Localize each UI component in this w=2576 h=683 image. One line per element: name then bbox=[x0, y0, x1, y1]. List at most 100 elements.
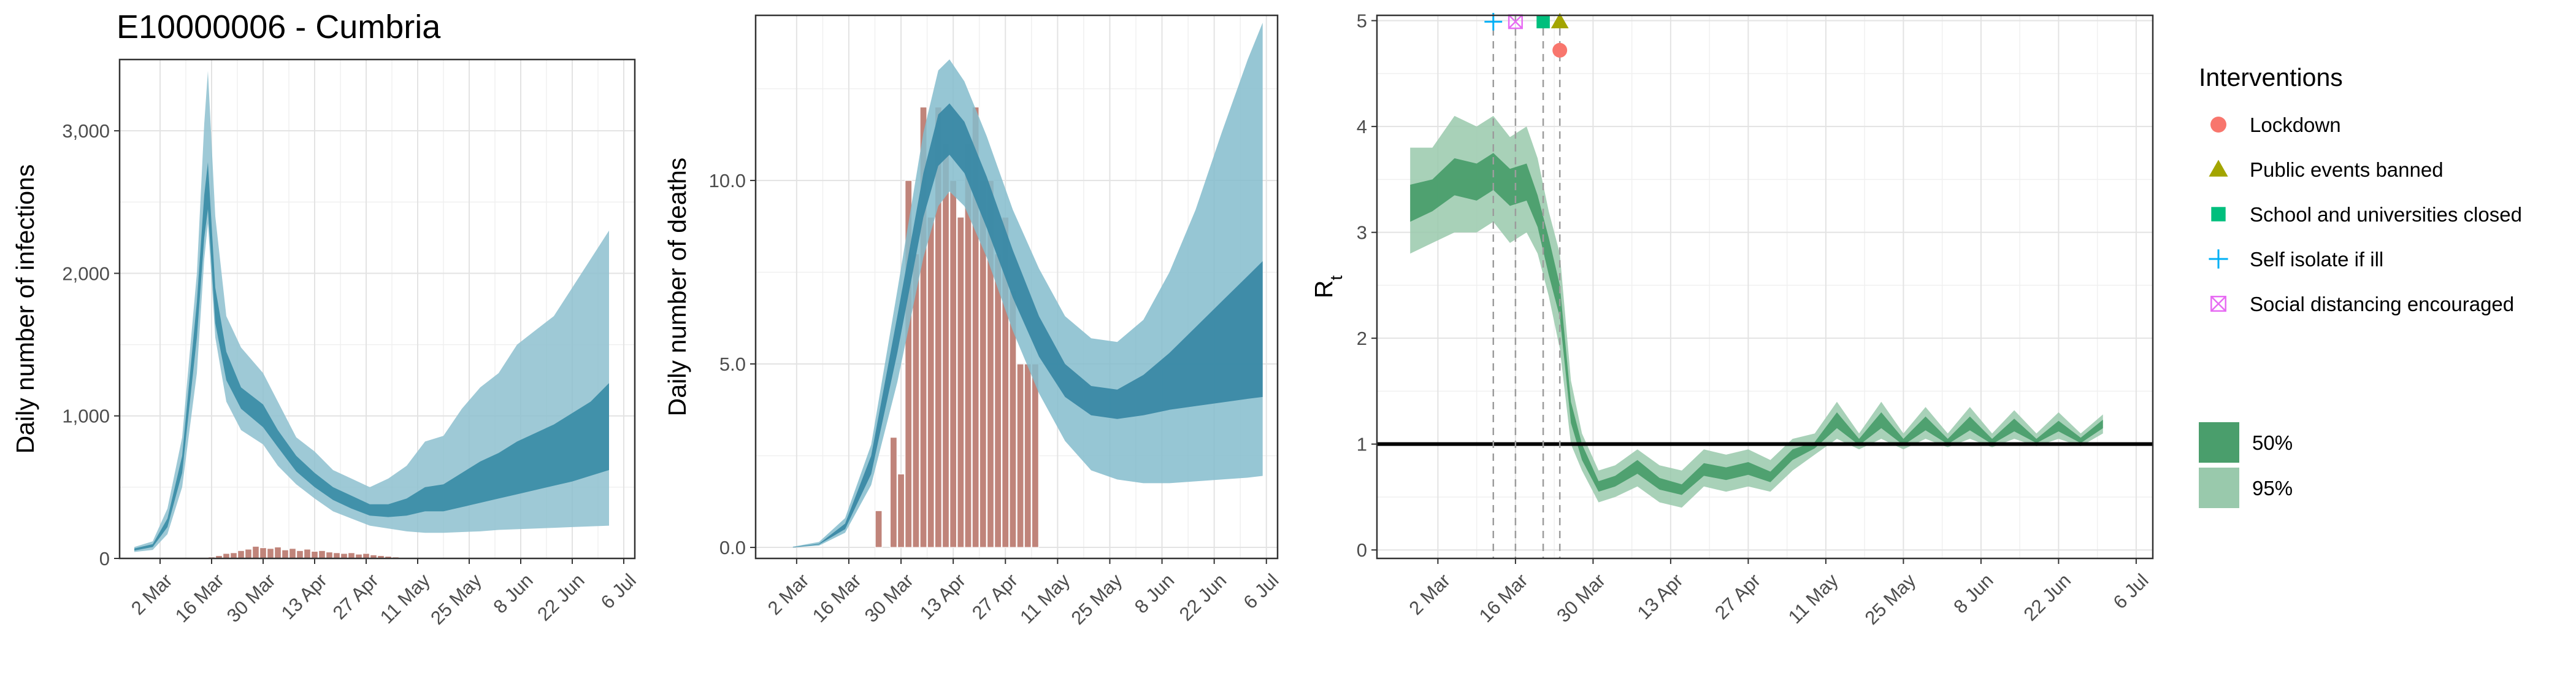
x-tick-label: 13 Apr bbox=[277, 569, 331, 623]
data-bar bbox=[311, 550, 319, 559]
series-band-95pct bbox=[1410, 115, 2103, 508]
data-bar bbox=[941, 143, 950, 548]
y-tick-label: 10.0 bbox=[709, 170, 746, 191]
x-tick-label: 25 May bbox=[426, 569, 486, 629]
data-bar bbox=[927, 217, 935, 548]
x-tick-label: 22 Jun bbox=[533, 569, 589, 625]
y-axis-title: Daily number of deaths bbox=[663, 158, 691, 417]
legend-key-square bbox=[2211, 207, 2226, 222]
x-tick-label: 25 May bbox=[1067, 569, 1127, 629]
x-tick-label: 30 Mar bbox=[1552, 569, 1609, 627]
data-bar bbox=[972, 106, 979, 548]
x-tick-label: 11 May bbox=[376, 569, 434, 628]
data-bar bbox=[282, 549, 289, 559]
data-bar bbox=[1016, 363, 1024, 548]
data-bar bbox=[875, 510, 883, 548]
data-bar bbox=[332, 552, 340, 559]
x-tick-label: 11 May bbox=[1784, 569, 1842, 628]
legend-item-label: Self isolate if ill bbox=[2250, 248, 2383, 271]
y-tick-label: 0 bbox=[99, 548, 110, 569]
y-axis-title: Daily number of infections bbox=[11, 164, 39, 454]
legend-band-swatch bbox=[2199, 468, 2239, 508]
x-tick-label: 16 Mar bbox=[1475, 569, 1532, 627]
x-tick-label: 22 Jun bbox=[2020, 569, 2076, 625]
x-tick-label: 13 Apr bbox=[1633, 569, 1687, 623]
x-tick-label: 2 Mar bbox=[1405, 569, 1454, 619]
data-bar bbox=[318, 550, 326, 559]
legend-key-circle bbox=[2210, 117, 2226, 133]
legend-key-boxx bbox=[2210, 296, 2226, 312]
legend-item-label: Social distancing encouraged bbox=[2250, 293, 2514, 315]
y-tick-label: 5 bbox=[1357, 10, 1367, 32]
y-axis-title-subscript: t bbox=[1327, 276, 1346, 280]
x-tick-label: 2 Mar bbox=[764, 569, 813, 619]
legend-band-swatch bbox=[2199, 422, 2239, 463]
y-tick-label: 3 bbox=[1357, 222, 1367, 244]
legend-band-label: 95% bbox=[2252, 477, 2293, 500]
data-bar bbox=[957, 217, 965, 548]
x-tick-label: 8 Jun bbox=[1130, 569, 1178, 617]
page-title: E10000006 - Cumbria bbox=[117, 9, 441, 45]
data-bar bbox=[905, 180, 913, 548]
data-bar bbox=[267, 548, 275, 559]
panel-border bbox=[1376, 14, 2154, 560]
data-bar bbox=[289, 548, 297, 559]
x-tick-label: 27 Apr bbox=[329, 569, 383, 623]
data-bar bbox=[304, 549, 312, 559]
legend-item-label: Lockdown bbox=[2250, 114, 2341, 136]
y-tick-label: 2 bbox=[1357, 328, 1367, 349]
data-bar bbox=[237, 550, 245, 559]
y-tick-label: 2,000 bbox=[62, 263, 110, 284]
x-tick-label: 25 May bbox=[1861, 569, 1920, 629]
legend-band-label: 50% bbox=[2252, 431, 2293, 454]
intervention-marker bbox=[1551, 12, 1569, 29]
x-tick-label: 6 Jul bbox=[1240, 569, 1283, 613]
y-tick-label: 1,000 bbox=[62, 406, 110, 427]
x-tick-label: 8 Jun bbox=[489, 569, 537, 617]
x-tick-label: 16 Mar bbox=[171, 569, 228, 627]
data-bar bbox=[919, 106, 927, 548]
series-band-50pct bbox=[1410, 153, 2103, 495]
data-bar bbox=[897, 473, 905, 548]
x-tick-label: 27 Apr bbox=[1711, 569, 1765, 623]
data-bar bbox=[252, 546, 260, 559]
data-bar bbox=[230, 552, 238, 559]
data-bar bbox=[259, 547, 267, 559]
intervention-marker bbox=[1552, 42, 1568, 58]
data-bar bbox=[296, 550, 304, 559]
y-tick-label: 3,000 bbox=[62, 120, 110, 142]
y-tick-label: 1 bbox=[1357, 434, 1367, 455]
y-tick-label: 5.0 bbox=[719, 353, 746, 375]
series-band-50pct bbox=[792, 103, 1263, 548]
x-tick-label: 16 Mar bbox=[808, 569, 865, 627]
chart-panel-3: 0 1 2 3 4 5 2 Mar 16 Mar 30 Mar 13 Apr 27 Apr 11 Ma… bbox=[1309, 10, 2154, 629]
data-bar bbox=[347, 552, 355, 559]
legend: Interventions Lockdown Public events banne… bbox=[2199, 63, 2522, 508]
legend-item-label: School and universities closed bbox=[2250, 203, 2522, 226]
data-bar bbox=[325, 551, 333, 559]
intervention-marker bbox=[1536, 15, 1550, 29]
legend-key-plus bbox=[2209, 249, 2228, 269]
x-tick-label: 2 Mar bbox=[127, 569, 177, 619]
x-tick-label: 30 Mar bbox=[223, 569, 280, 627]
y-axis-title: Rt bbox=[1309, 276, 1346, 299]
x-tick-label: 6 Jul bbox=[597, 569, 640, 613]
x-tick-label: 13 Apr bbox=[916, 569, 970, 623]
data-bar bbox=[245, 549, 253, 559]
legend-key-triangle bbox=[2209, 160, 2228, 177]
x-tick-label: 27 Apr bbox=[968, 569, 1022, 623]
data-bar bbox=[274, 546, 282, 559]
data-bar bbox=[994, 253, 1002, 548]
x-tick-label: 11 May bbox=[1016, 569, 1074, 628]
y-tick-label: 0 bbox=[1357, 539, 1367, 561]
panel-border bbox=[118, 58, 636, 560]
series-band-95pct bbox=[134, 71, 609, 552]
y-tick-label: 4 bbox=[1357, 116, 1367, 137]
data-bar bbox=[1031, 363, 1039, 548]
x-tick-label: 30 Mar bbox=[861, 569, 918, 627]
data-bar bbox=[949, 180, 957, 548]
